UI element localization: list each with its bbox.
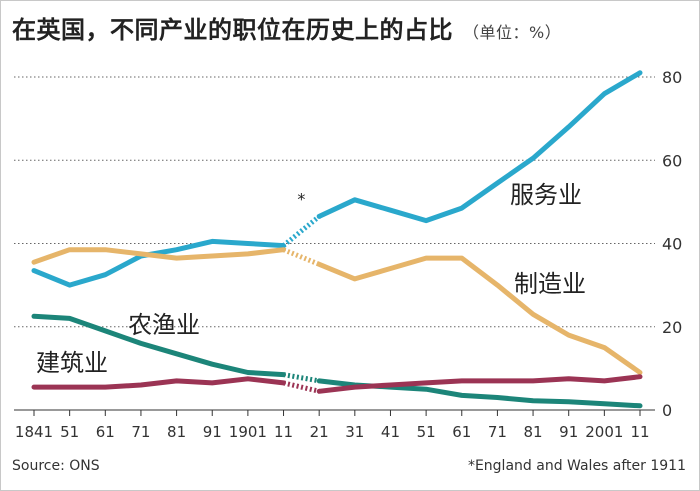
break-marker: * <box>297 189 305 208</box>
x-tick-label: 61 <box>452 423 471 441</box>
series-break-segment <box>282 247 321 267</box>
series-line <box>31 313 286 378</box>
x-tick-label: 81 <box>167 423 186 441</box>
y-tick-label: 20 <box>662 318 682 337</box>
series-break-segment <box>282 380 320 394</box>
series-break-segment <box>283 372 320 384</box>
y-tick-label: 60 <box>662 151 682 170</box>
x-tick-label: 11 <box>274 423 293 441</box>
x-tick-label: 91 <box>203 423 222 441</box>
series-label: 建筑业 <box>36 349 108 377</box>
x-tick-label: 11 <box>630 423 649 441</box>
x-tick-label: 71 <box>488 423 507 441</box>
x-tick-label: 1841 <box>15 423 53 441</box>
series-break-segment <box>281 214 321 248</box>
x-tick-label: 81 <box>524 423 543 441</box>
chart-title: 在英国，不同产业的职位在历史上的占比 （单位：%） <box>12 16 562 44</box>
x-tick-label: 41 <box>381 423 400 441</box>
series-line <box>31 247 286 265</box>
x-tick-label: 61 <box>96 423 115 441</box>
source-note: Source: ONS <box>12 458 100 474</box>
series-line <box>31 238 286 288</box>
x-tick-label: 21 <box>310 423 329 441</box>
x-tick-label: 91 <box>559 423 578 441</box>
x-tick-label: 51 <box>417 423 436 441</box>
series-label: 服务业 <box>510 181 582 209</box>
x-tick-label: 1901 <box>229 423 267 441</box>
series-line <box>316 70 643 224</box>
y-tick-label: 80 <box>662 68 682 87</box>
series-label: 制造业 <box>514 270 586 298</box>
unit-label: （单位：%） <box>463 23 562 42</box>
footnote: *England and Wales after 1911 <box>467 458 686 474</box>
x-tick-label: 71 <box>131 423 150 441</box>
series-line <box>31 376 286 390</box>
x-tick-label: 51 <box>60 423 79 441</box>
x-tick-label: 2001 <box>585 423 623 441</box>
x-tick-label: 31 <box>345 423 364 441</box>
y-tick-label: 40 <box>662 235 682 254</box>
series-line <box>316 374 643 394</box>
y-tick-label: 0 <box>662 401 672 420</box>
series-line <box>316 255 643 375</box>
series-label: 农渔业 <box>128 311 200 339</box>
